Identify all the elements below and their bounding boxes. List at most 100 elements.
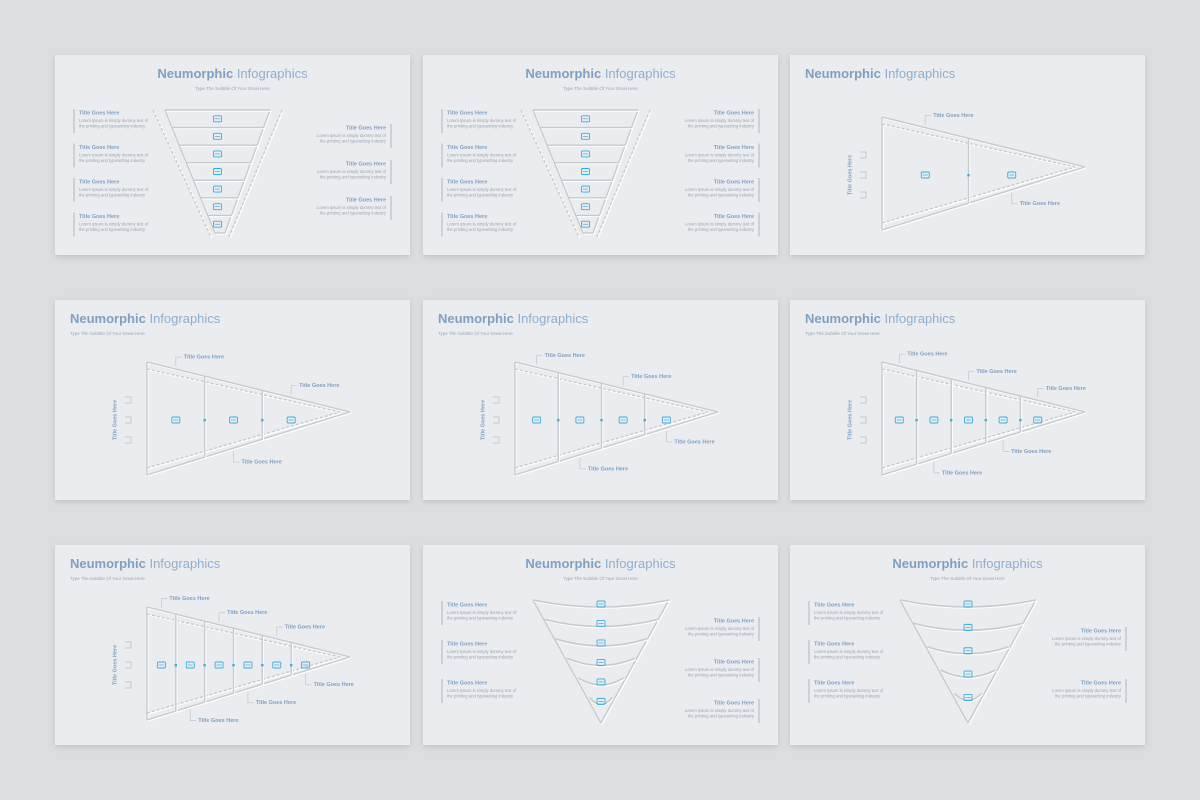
slide-title: Neumorphic Infographics bbox=[525, 66, 676, 81]
edge bbox=[532, 599, 602, 724]
title-bold: Neumorphic bbox=[70, 556, 146, 571]
side-arrow bbox=[125, 416, 132, 424]
slide-card bbox=[423, 545, 778, 745]
item-body: Lorem Ipsum is simply dummy text of bbox=[685, 222, 755, 227]
item-title: Title Goes Here bbox=[447, 641, 487, 647]
title-bold: Neumorphic bbox=[805, 311, 881, 326]
item-body: the printing and typesetting industry bbox=[320, 175, 387, 180]
slide-card bbox=[55, 545, 410, 745]
edge-highlight bbox=[147, 369, 342, 414]
item-body: the printing and typesetting industry bbox=[1055, 642, 1122, 647]
edge bbox=[532, 109, 584, 234]
icon bbox=[929, 416, 939, 424]
label-leader bbox=[579, 457, 586, 470]
icon bbox=[964, 416, 973, 424]
edge bbox=[146, 656, 351, 721]
edge bbox=[514, 361, 719, 413]
edge-highlight bbox=[147, 362, 352, 414]
slide-card bbox=[790, 545, 1145, 745]
label-leader bbox=[247, 691, 254, 704]
slide-title: Neumorphic Infographics bbox=[805, 311, 956, 326]
item-title: Title Goes Here bbox=[79, 145, 119, 151]
item-title: Title Goes Here bbox=[714, 145, 754, 151]
title-light: Infographics bbox=[884, 311, 955, 326]
slide-subtitle: Type The Subtitle Of Your Great Here bbox=[930, 576, 1005, 581]
slide: Neumorphic Infographics Type The Subtitle… bbox=[423, 55, 778, 255]
item-body: the printing and typesetting industry bbox=[688, 714, 755, 719]
edge-highlight bbox=[882, 167, 1077, 225]
item-title: Title Goes Here bbox=[714, 110, 754, 116]
title-bold: Neumorphic bbox=[892, 556, 968, 571]
label-leader bbox=[189, 709, 197, 721]
icon bbox=[998, 416, 1008, 424]
item-title: Title Goes Here bbox=[1081, 680, 1121, 686]
item-body: Lorem Ipsum is simply dummy text of bbox=[447, 187, 517, 192]
side-arrow bbox=[125, 661, 132, 669]
side-arrow bbox=[860, 171, 867, 179]
edge bbox=[899, 599, 969, 724]
slide-title: Neumorphic Infographics bbox=[70, 556, 221, 571]
connector-dot bbox=[915, 419, 918, 422]
icon bbox=[963, 694, 973, 701]
item-title: Title Goes Here bbox=[447, 110, 487, 116]
funnel-label: Title Goes Here bbox=[198, 718, 238, 724]
item-body: the printing and typesetting industry bbox=[79, 193, 146, 198]
connector-dot bbox=[950, 419, 953, 422]
connector-dot bbox=[174, 664, 178, 667]
slide-subtitle: Type The Subtitle Of Your Great Here bbox=[805, 331, 880, 336]
slide: Neumorphic Infographics Type The Subtitle… bbox=[790, 545, 1145, 745]
title-bold: Neumorphic bbox=[805, 66, 881, 81]
connector-dot bbox=[203, 664, 206, 667]
title-bold: Neumorphic bbox=[525, 66, 601, 81]
item-body: the printing and typesetting industry bbox=[688, 124, 755, 129]
edge bbox=[881, 361, 1086, 413]
icon bbox=[532, 416, 542, 424]
funnel-label: Title Goes Here bbox=[169, 596, 209, 602]
icon bbox=[213, 132, 222, 140]
edge-highlight bbox=[515, 362, 720, 414]
edge-highlight bbox=[882, 124, 1077, 169]
item-body: the printing and typesetting industry bbox=[447, 655, 514, 660]
title-light: Infographics bbox=[517, 311, 588, 326]
slide-card bbox=[55, 300, 410, 500]
item-title: Title Goes Here bbox=[1081, 628, 1121, 634]
item-title: Title Goes Here bbox=[447, 145, 487, 151]
side-label: Title Goes Here bbox=[847, 155, 853, 195]
edge bbox=[514, 411, 709, 469]
edge-highlight bbox=[515, 412, 720, 477]
edge bbox=[881, 411, 1076, 469]
item-body: Lorem Ipsum is simply dummy text of bbox=[447, 610, 517, 615]
edge-highlight bbox=[882, 369, 1077, 414]
item-body: Lorem Ipsum is simply dummy text of bbox=[317, 205, 387, 210]
item-body: the printing and typesetting industry bbox=[688, 673, 755, 678]
item-title: Title Goes Here bbox=[814, 641, 854, 647]
icon bbox=[213, 185, 222, 193]
item-body: Lorem Ipsum is simply dummy text of bbox=[447, 222, 517, 227]
edge-highlight bbox=[882, 117, 1087, 169]
side-arrow bbox=[493, 416, 500, 424]
edge bbox=[146, 613, 341, 658]
item-body: the printing and typesetting industry bbox=[447, 227, 514, 232]
edge bbox=[592, 109, 639, 234]
side-arrow bbox=[493, 436, 500, 444]
item-body: Lorem Ipsum is simply dummy text of bbox=[814, 610, 884, 615]
side-arrow bbox=[125, 641, 132, 649]
item-body: Lorem Ipsum is simply dummy text of bbox=[685, 667, 755, 672]
funnel-label: Title Goes Here bbox=[631, 374, 671, 380]
title-light: Infographics bbox=[237, 66, 308, 81]
edge bbox=[224, 109, 271, 234]
funnel-label: Title Goes Here bbox=[184, 355, 224, 361]
icon bbox=[963, 670, 973, 678]
funnel-label: Title Goes Here bbox=[242, 460, 282, 466]
item-title: Title Goes Here bbox=[346, 197, 386, 203]
icon bbox=[618, 416, 628, 424]
funnel-label: Title Goes Here bbox=[933, 113, 973, 119]
item-body: the printing and typesetting industry bbox=[688, 193, 755, 198]
icon bbox=[596, 658, 606, 666]
icon bbox=[596, 697, 606, 705]
funnel-label: Title Goes Here bbox=[299, 383, 339, 389]
label-leader bbox=[1011, 192, 1018, 205]
item-body: Lorem Ipsum is simply dummy text of bbox=[79, 187, 149, 192]
funnel-label: Title Goes Here bbox=[977, 369, 1017, 375]
icon bbox=[963, 600, 973, 608]
